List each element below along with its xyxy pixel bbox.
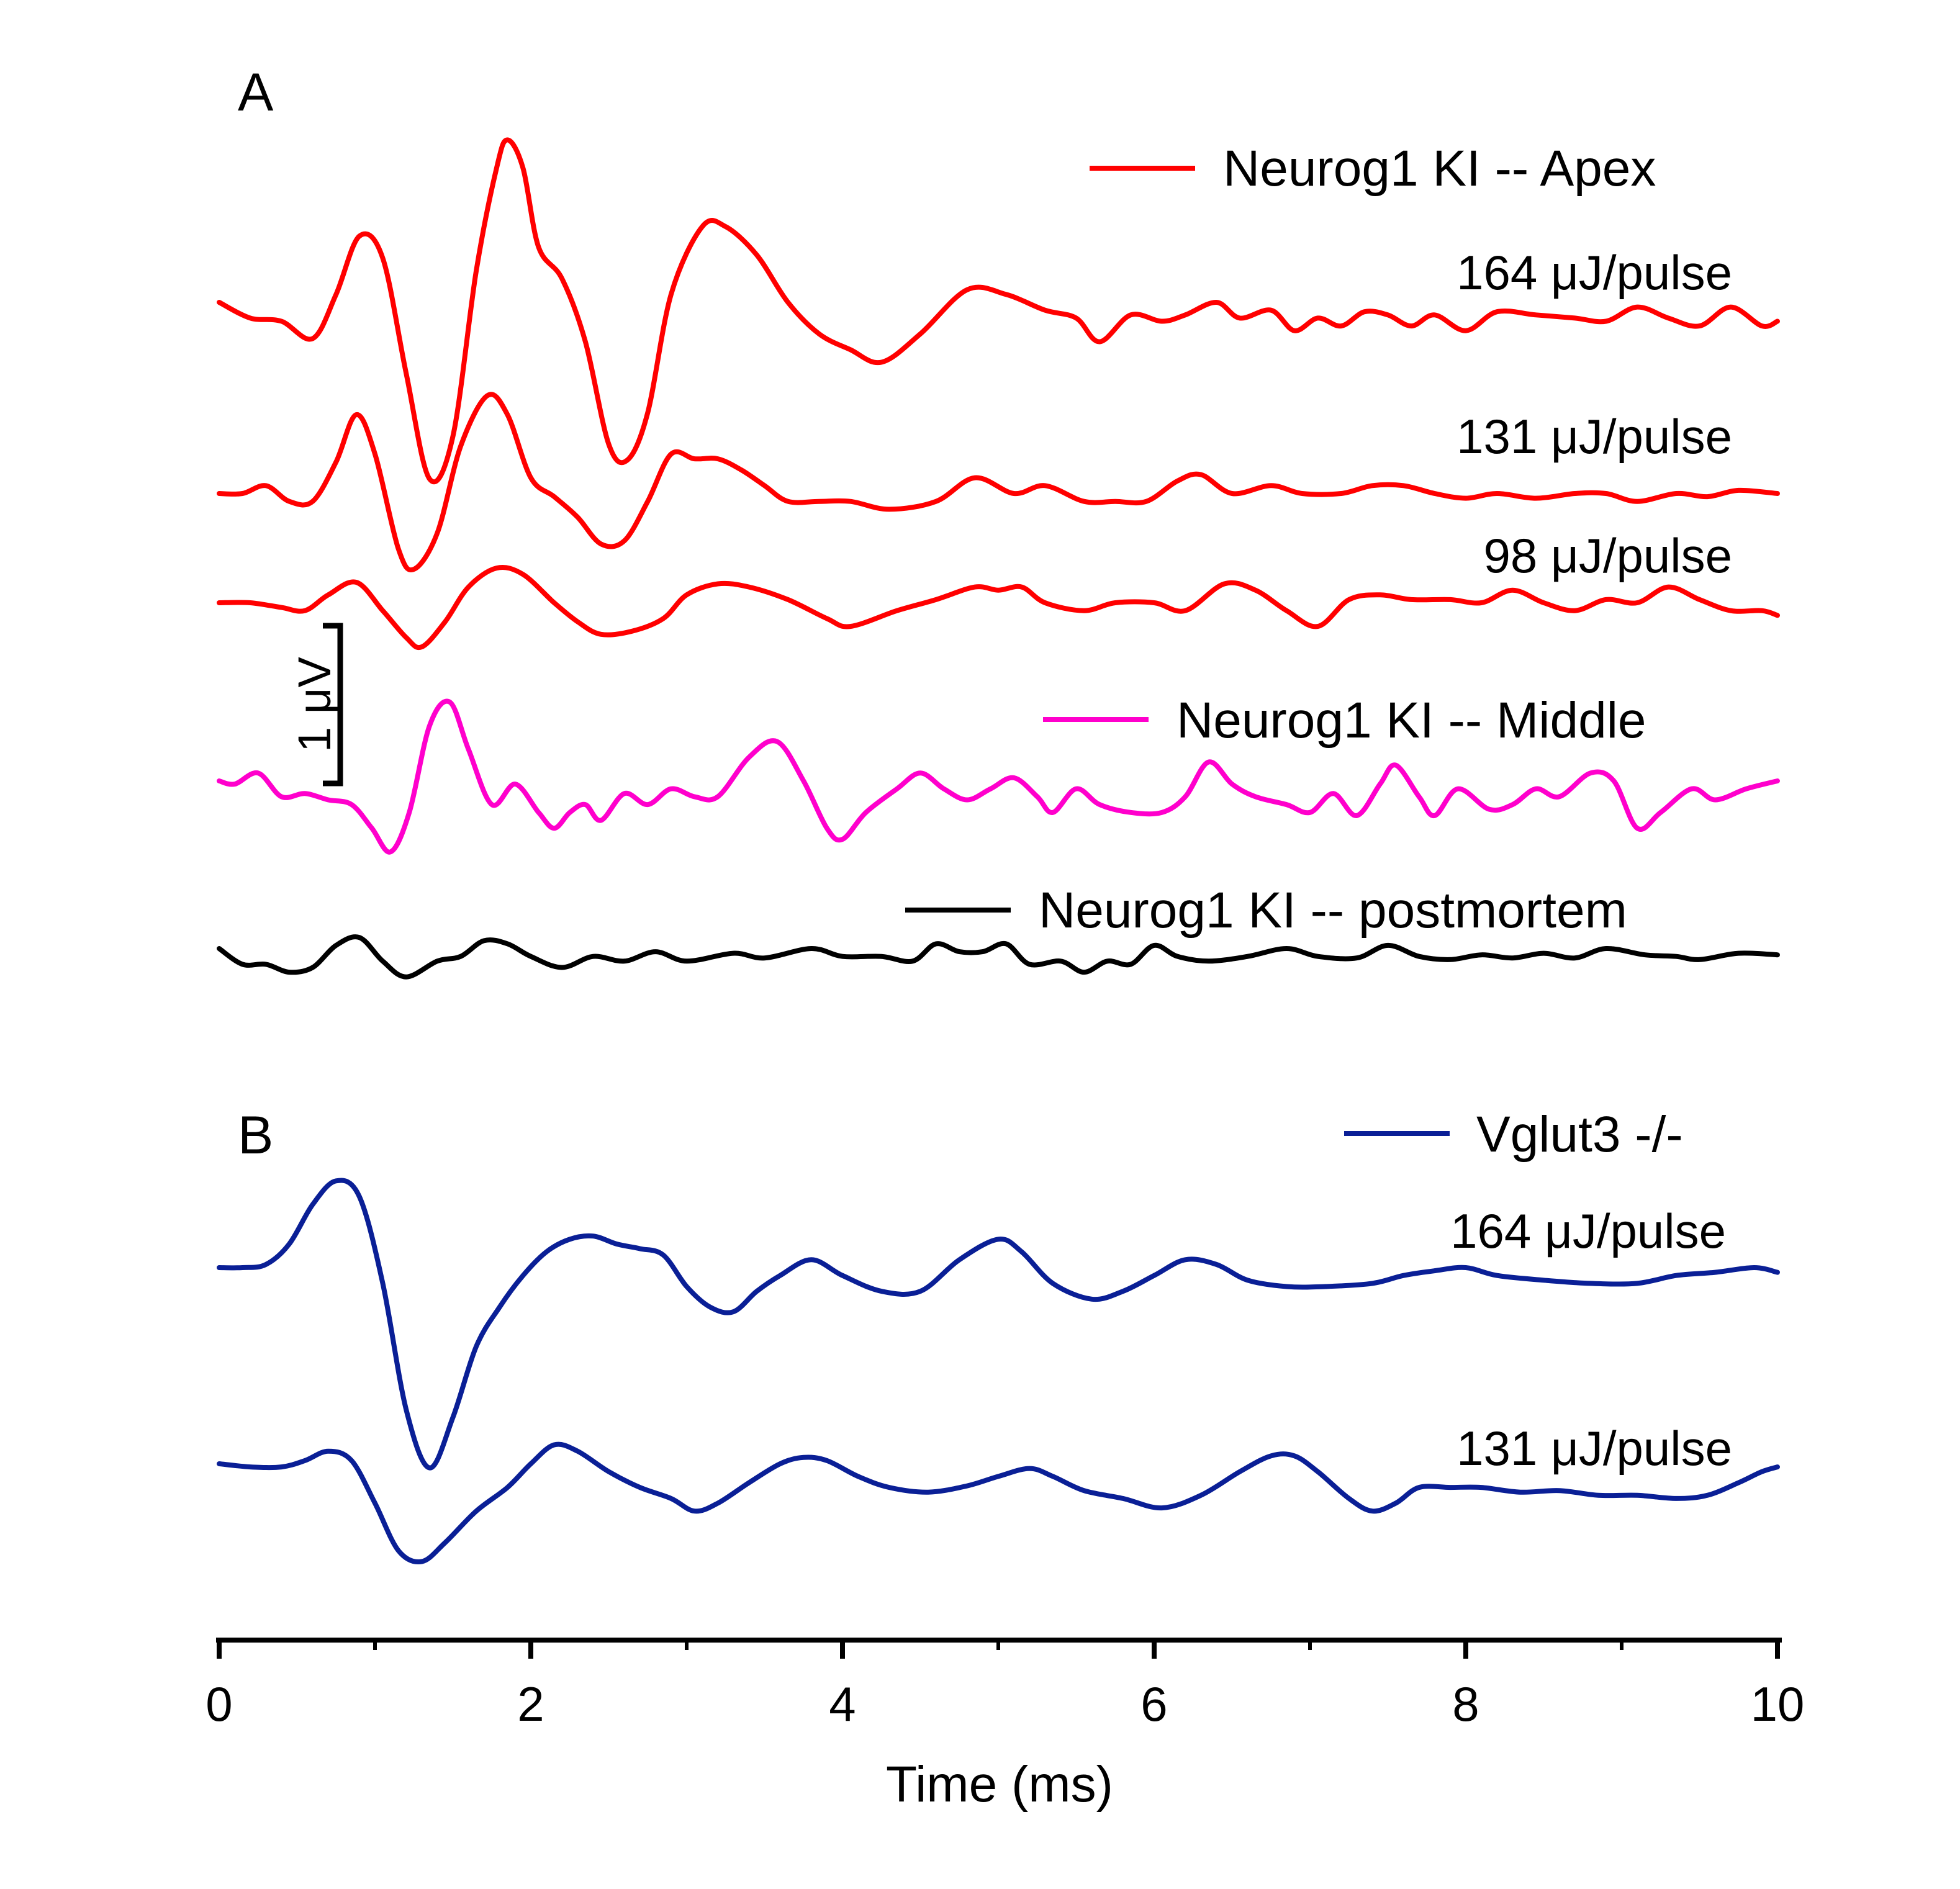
legend-label-vglut3: Vglut3 -/-: [1476, 1106, 1683, 1163]
x-tick-label-2: 2: [517, 1677, 544, 1731]
panel-a: A Neurog1 KI -- Apex 164 μJ/pulse 131 μJ…: [217, 63, 1780, 980]
x-axis: 0 2 4 6 8 10 Time (ms): [205, 1638, 1804, 1813]
scale-bar: 1 μV: [289, 623, 343, 787]
trace-label-apex-164: 164 μJ/pulse: [1456, 245, 1732, 300]
trace-postmortem: [217, 934, 1780, 980]
x-tick-label-10: 10: [1751, 1677, 1805, 1731]
trace-label-vglut3-131: 131 μJ/pulse: [1456, 1421, 1732, 1476]
trace-label-apex-131: 131 μJ/pulse: [1456, 409, 1732, 464]
x-tick-label-0: 0: [205, 1677, 232, 1731]
trace-vglut3-164: [217, 1178, 1780, 1471]
trace-apex-131: [217, 392, 1780, 572]
scale-bar-line: [323, 623, 343, 787]
panel-letter-b: B: [238, 1106, 273, 1165]
trace-apex-164: [217, 137, 1780, 485]
scale-bar-label: 1 μV: [289, 657, 340, 752]
x-axis-title: Time (ms): [886, 1756, 1113, 1813]
x-tick-label-8: 8: [1452, 1677, 1479, 1731]
panel-letter-a: A: [238, 63, 274, 122]
x-tick-label-6: 6: [1140, 1677, 1167, 1731]
trace-label-vglut3-164: 164 μJ/pulse: [1450, 1204, 1726, 1258]
trace-apex-98: [217, 564, 1780, 651]
panel-b: B Vglut3 -/- 164 μJ/pulse 131 μJ/pulse: [217, 1106, 1780, 1564]
x-tick-label-4: 4: [829, 1677, 856, 1731]
legend-label-postmortem: Neurog1 KI -- postmortem: [1039, 882, 1627, 939]
x-ticks: 0 2 4 6 8 10: [205, 1640, 1804, 1731]
trace-label-apex-98: 98 μJ/pulse: [1483, 528, 1732, 583]
legend-label-apex: Neurog1 KI -- Apex: [1223, 140, 1656, 197]
legend-label-middle: Neurog1 KI -- Middle: [1176, 692, 1646, 749]
trace-middle: [217, 698, 1780, 855]
trace-vglut3-131: [217, 1441, 1780, 1564]
